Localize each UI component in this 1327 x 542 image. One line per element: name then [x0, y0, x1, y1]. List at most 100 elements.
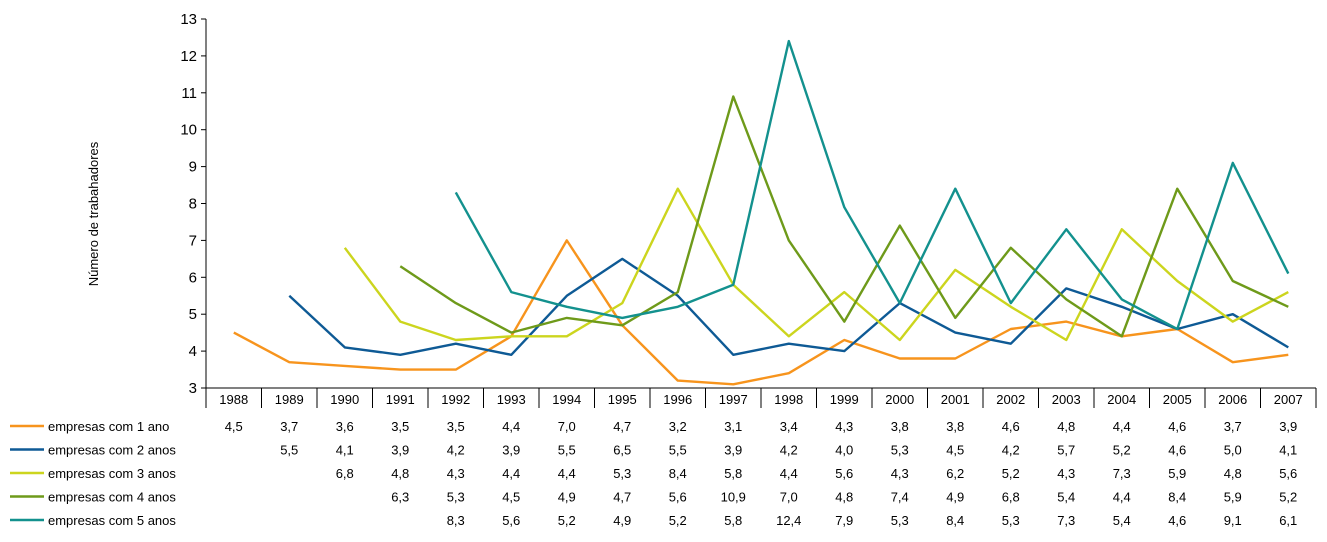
data-table-cell: 7,3 — [1113, 466, 1131, 481]
y-axis-title: Número de trabahadores — [86, 141, 101, 286]
data-table-cell: 7,4 — [891, 490, 909, 505]
data-table-cell: 5,6 — [1279, 466, 1297, 481]
data-table-cell: 4,0 — [835, 443, 853, 458]
data-table-cell: 5,2 — [1002, 466, 1020, 481]
data-table-cell: 4,3 — [447, 466, 465, 481]
x-tick-label: 2007 — [1274, 392, 1303, 407]
data-table-cell: 6,5 — [613, 443, 631, 458]
data-table-cell: 3,5 — [447, 419, 465, 434]
data-table-cell: 4,6 — [1168, 513, 1186, 528]
data-table-cell: 4,6 — [1002, 419, 1020, 434]
legend-label-3: empresas com 3 anos — [48, 466, 176, 481]
y-tick-label: 9 — [189, 159, 197, 176]
x-tick-label: 1988 — [219, 392, 248, 407]
data-table-cell: 6,1 — [1279, 513, 1297, 528]
data-table-cell: 3,9 — [502, 443, 520, 458]
data-table-cell: 8,4 — [1168, 490, 1186, 505]
data-table-cell: 5,8 — [724, 466, 742, 481]
data-table-cell: 4,2 — [780, 443, 798, 458]
x-tick-label: 1999 — [830, 392, 859, 407]
x-tick-label: 1997 — [719, 392, 748, 407]
data-table-cell: 5,3 — [447, 490, 465, 505]
data-table-cell: 4,4 — [502, 466, 520, 481]
series-line-3 — [343, 187, 1289, 342]
data-table-cell: 8,4 — [669, 466, 687, 481]
data-table-cell: 4,6 — [1168, 443, 1186, 458]
data-table-cell: 10,9 — [721, 490, 746, 505]
data-table-cell: 7,9 — [835, 513, 853, 528]
data-table-cell: 4,1 — [1279, 443, 1297, 458]
data-table-cell: 5,6 — [502, 513, 520, 528]
data-table-cell: 5,2 — [1279, 490, 1297, 505]
data-table-cell: 4,1 — [336, 443, 354, 458]
x-tick-label: 1998 — [774, 392, 803, 407]
x-tick-label: 2000 — [885, 392, 914, 407]
data-table-cell: 3,9 — [391, 443, 409, 458]
y-tick-label: 10 — [180, 122, 197, 139]
data-table-cell: 9,1 — [1224, 513, 1242, 528]
y-tick-labels: 3 4 5 6 7 8 9 10 11 12 13 — [180, 11, 206, 397]
data-table-cell: 4,8 — [1057, 419, 1075, 434]
data-table-cell: 5,5 — [280, 443, 298, 458]
data-table-cell: 5,7 — [1057, 443, 1075, 458]
y-tick-label: 6 — [189, 269, 197, 286]
data-table-cell: 5,3 — [891, 443, 909, 458]
data-table-cell: 4,8 — [391, 466, 409, 481]
data-table-cell: 6,8 — [336, 466, 354, 481]
data-table-cell: 5,6 — [669, 490, 687, 505]
data-table-cell: 3,2 — [669, 419, 687, 434]
data-table-cell: 6,8 — [1002, 490, 1020, 505]
legend-label-5: empresas com 5 anos — [48, 513, 176, 528]
data-table-cell: 8,3 — [447, 513, 465, 528]
data-table-cell: 5,5 — [558, 443, 576, 458]
data-table-cell: 5,3 — [891, 513, 909, 528]
y-tick-label: 4 — [189, 343, 197, 360]
data-table-cell: 4,9 — [946, 490, 964, 505]
x-tick-label: 1996 — [663, 392, 692, 407]
data-table-cell: 3,8 — [891, 419, 909, 434]
data-table-cell: 5,9 — [1224, 490, 1242, 505]
data-table-cell: 4,7 — [613, 490, 631, 505]
data-table-cell: 12,4 — [776, 513, 801, 528]
data-table-cell: 6,3 — [391, 490, 409, 505]
data-table-cell: 3,1 — [724, 419, 742, 434]
data-table-cell: 3,9 — [1279, 419, 1297, 434]
series-line-5 — [454, 39, 1290, 331]
data-table-cell: 7,3 — [1057, 513, 1075, 528]
y-tick-label: 13 — [180, 11, 197, 28]
data-table-cell: 4,5 — [502, 490, 520, 505]
x-tick-label: 1995 — [608, 392, 637, 407]
x-tick-labels: 1988 1989 1990 1991 1992 1993 1994 1995 1996 1997… — [205, 388, 1317, 408]
data-table-cell: 5,2 — [1113, 443, 1131, 458]
data-table-cell: 5,8 — [724, 513, 742, 528]
data-table-cell: 4,9 — [613, 513, 631, 528]
x-tick-label: 2001 — [941, 392, 970, 407]
data-table-cell: 5,4 — [1113, 513, 1131, 528]
data-table-cell: 4,8 — [1224, 466, 1242, 481]
y-tick-label: 8 — [189, 196, 197, 213]
data-table-cell: 3,4 — [780, 419, 798, 434]
data-table-cell: 3,5 — [391, 419, 409, 434]
data-table-cell: 5,6 — [835, 466, 853, 481]
x-tick-label: 1989 — [275, 392, 304, 407]
data-table-cell: 4,3 — [891, 466, 909, 481]
data-table-cell: 4,3 — [835, 419, 853, 434]
data-table-cell: 4,7 — [613, 419, 631, 434]
data-table-cell: 4,8 — [835, 490, 853, 505]
data-table-cell: 5,9 — [1168, 466, 1186, 481]
data-table-cell: 3,7 — [1224, 419, 1242, 434]
x-tick-label: 1994 — [552, 392, 581, 407]
data-table-cell: 5,5 — [669, 443, 687, 458]
data-table-cell: 5,3 — [613, 466, 631, 481]
data-table-cell: 4,6 — [1168, 419, 1186, 434]
y-tick-label: 7 — [189, 232, 197, 249]
data-table-cell: 4,4 — [502, 419, 520, 434]
data-table-cell: 4,4 — [780, 466, 798, 481]
data-table-cell: 4,9 — [558, 490, 576, 505]
data-table-cell: 5,2 — [669, 513, 687, 528]
data-table-cell: 3,7 — [280, 419, 298, 434]
data-table: empresas com 1 ano 4,5 3,7 3,6 3,5 3,5 4,4 7,0 4… — [10, 419, 1297, 528]
legend-label-2: empresas com 2 anos — [48, 443, 176, 458]
data-table-cell: 4,4 — [1113, 419, 1131, 434]
